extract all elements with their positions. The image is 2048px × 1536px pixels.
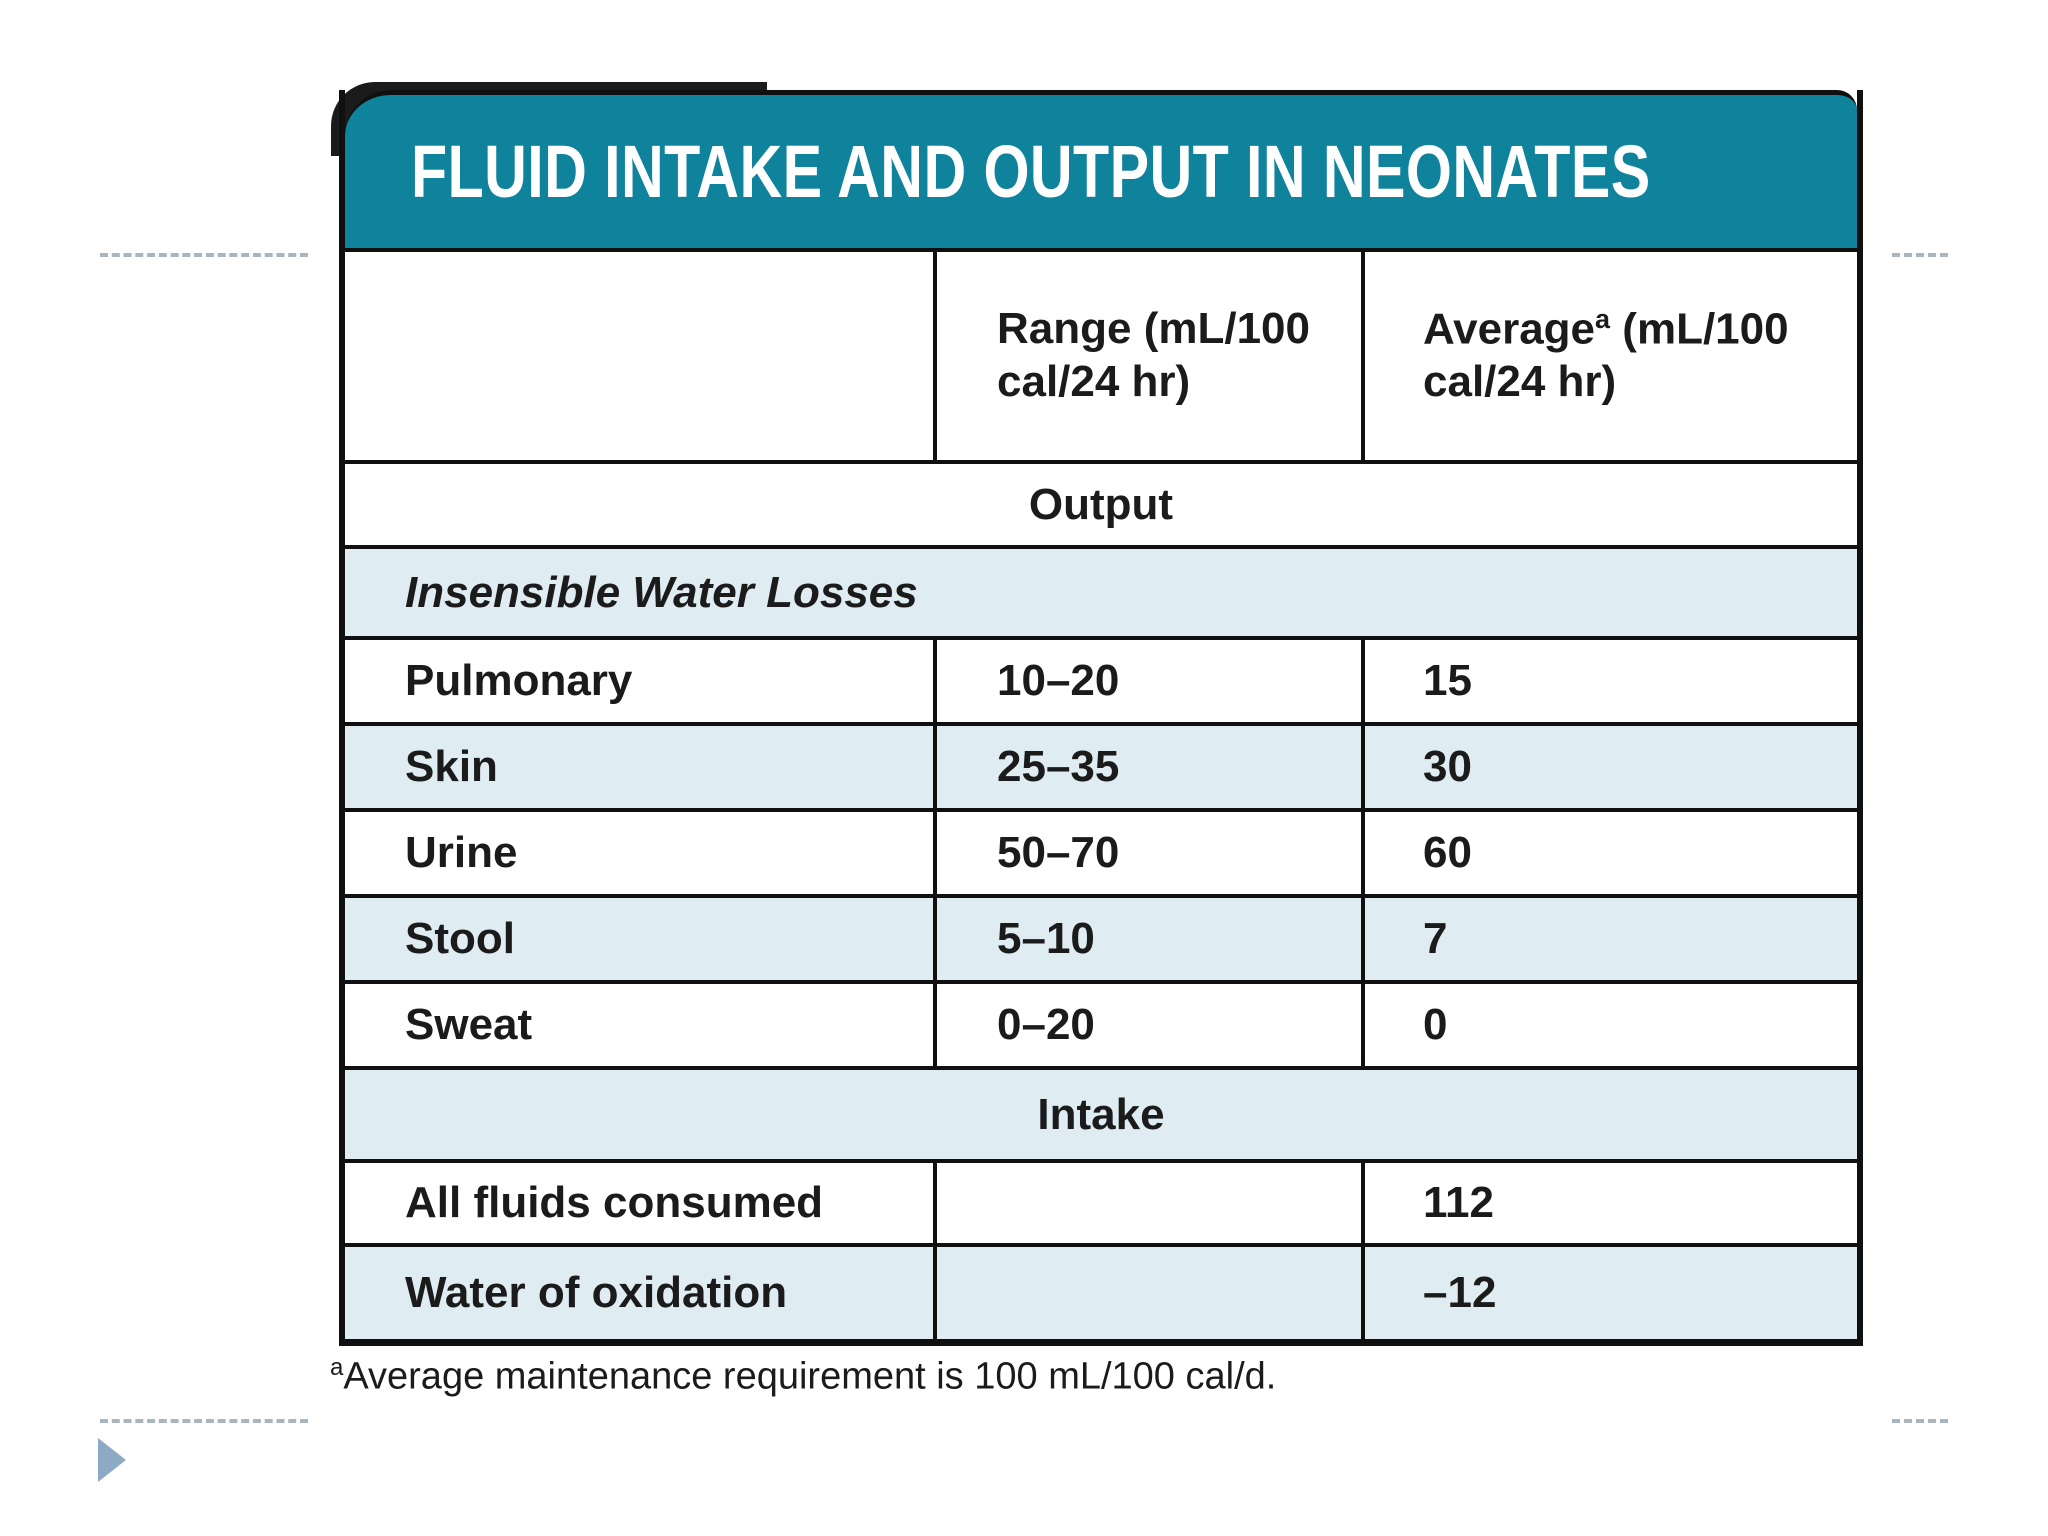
row-average-cell: 15: [1361, 640, 1857, 722]
row-label-cell: All fluids consumed: [345, 1163, 933, 1243]
section-row-output: Output: [345, 460, 1857, 545]
row-label: All fluids consumed: [405, 1178, 824, 1227]
subsection-label: Insensible Water Losses: [405, 567, 918, 617]
table-row-urine: Urine 50–70 60: [345, 808, 1857, 894]
table-footnote: aAverage maintenance requirement is 100 …: [330, 1354, 1276, 1399]
row-label-cell: Sweat: [345, 984, 933, 1066]
row-label: Skin: [405, 742, 498, 791]
row-label-cell: Stool: [345, 898, 933, 980]
dashed-guide-bottom-right: [1892, 1419, 1948, 1423]
row-average-value: 112: [1423, 1178, 1494, 1227]
row-label: Pulmonary: [405, 656, 633, 705]
table-row-sweat: Sweat 0–20 0: [345, 980, 1857, 1066]
row-average-value: 15: [1423, 656, 1472, 705]
subsection-row-insensible-water-losses: Insensible Water Losses: [345, 545, 1857, 636]
table-title-bar: FLUID INTAKE AND OUTPUT IN NEONATES: [345, 90, 1857, 248]
section-cell-output: Output: [345, 464, 1857, 545]
range-header-cell: Range (mL/100 cal/24 hr): [933, 252, 1361, 460]
average-header-cell: Averagea (mL/100 cal/24 hr): [1361, 252, 1857, 460]
row-range-value: 0–20: [997, 1000, 1095, 1049]
row-label-cell: Urine: [345, 812, 933, 894]
row-range-value: 10–20: [997, 656, 1120, 705]
section-label-output: Output: [1028, 479, 1174, 529]
row-label: Stool: [405, 914, 515, 963]
row-range-cell: [933, 1247, 1361, 1339]
average-header-base: Average: [1423, 304, 1596, 354]
section-row-intake: Intake: [345, 1066, 1857, 1159]
row-label: Urine: [405, 828, 518, 877]
table-row-skin: Skin 25–35 30: [345, 722, 1857, 808]
table-row-all-fluids-consumed: All fluids consumed 112: [345, 1159, 1857, 1243]
row-range-value: 25–35: [997, 742, 1120, 791]
row-label: Sweat: [405, 1000, 533, 1049]
row-label-cell: Pulmonary: [345, 640, 933, 722]
dashed-guide-top-right: [1892, 253, 1948, 257]
row-average-value: 0: [1423, 1000, 1448, 1049]
average-header-label: Averagea (mL/100 cal/24 hr): [1423, 303, 1857, 409]
table-row-pulmonary: Pulmonary 10–20 15: [345, 636, 1857, 722]
dashed-guide-bottom-left: [100, 1419, 308, 1423]
row-range-cell: [933, 1163, 1361, 1243]
fluid-table: Range (mL/100 cal/24 hr) Averagea (mL/10…: [345, 248, 1857, 1339]
fluid-table-card: FLUID INTAKE AND OUTPUT IN NEONATES Rang…: [339, 90, 1863, 1346]
row-range-value: 5–10: [997, 914, 1095, 963]
table-title: FLUID INTAKE AND OUTPUT IN NEONATES: [411, 130, 1651, 213]
average-header-units: (mL/100 cal/24 hr): [1423, 304, 1789, 407]
row-average-cell: –12: [1361, 1247, 1857, 1339]
row-average-cell: 0: [1361, 984, 1857, 1066]
row-range-cell: 5–10: [933, 898, 1361, 980]
row-range-cell: 0–20: [933, 984, 1361, 1066]
play-triangle-icon: [98, 1438, 126, 1482]
footnote-superscript: a: [330, 1354, 344, 1381]
row-range-cell: 25–35: [933, 726, 1361, 808]
row-average-cell: 7: [1361, 898, 1857, 980]
row-range-cell: 50–70: [933, 812, 1361, 894]
item-header-cell: [345, 252, 933, 460]
table-row-stool: Stool 5–10 7: [345, 894, 1857, 980]
section-cell-intake: Intake: [345, 1070, 1857, 1159]
footnote-text: Average maintenance requirement is 100 m…: [343, 1355, 1277, 1398]
row-average-value: –12: [1423, 1268, 1497, 1317]
row-range-cell: 10–20: [933, 640, 1361, 722]
subsection-cell: Insensible Water Losses: [345, 549, 1857, 636]
column-header-row: Range (mL/100 cal/24 hr) Averagea (mL/10…: [345, 252, 1857, 460]
dashed-guide-top-left: [100, 253, 308, 257]
average-header-superscript: a: [1595, 303, 1611, 334]
row-average-cell: 30: [1361, 726, 1857, 808]
row-range-value: 50–70: [997, 828, 1120, 877]
table-row-water-of-oxidation: Water of oxidation –12: [345, 1243, 1857, 1339]
range-header-label: Range (mL/100 cal/24 hr): [997, 304, 1310, 406]
row-average-cell: 60: [1361, 812, 1857, 894]
row-label: Water of oxidation: [405, 1268, 788, 1317]
row-label-cell: Skin: [345, 726, 933, 808]
row-label-cell: Water of oxidation: [345, 1247, 933, 1339]
row-average-cell: 112: [1361, 1163, 1857, 1243]
row-average-value: 7: [1423, 914, 1448, 963]
section-label-intake: Intake: [1037, 1089, 1165, 1139]
row-average-value: 60: [1423, 828, 1472, 877]
row-average-value: 30: [1423, 742, 1472, 791]
